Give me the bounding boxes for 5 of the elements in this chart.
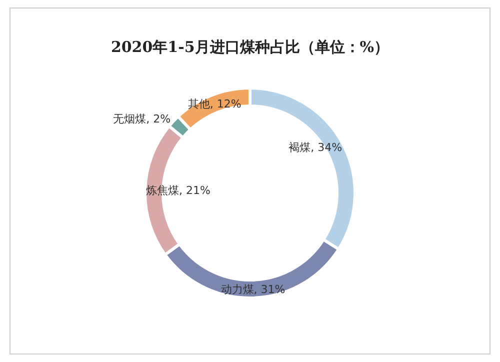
chart-title: 2020年1-5月进口煤种占比（单位：%）	[110, 38, 390, 56]
slice-label: 炼焦煤, 21%	[146, 184, 210, 197]
slice-label: 无烟煤, 2%	[113, 112, 171, 126]
slice-label: 动力煤, 31%	[220, 282, 286, 296]
slice-label: 褐煤, 34%	[288, 140, 342, 154]
